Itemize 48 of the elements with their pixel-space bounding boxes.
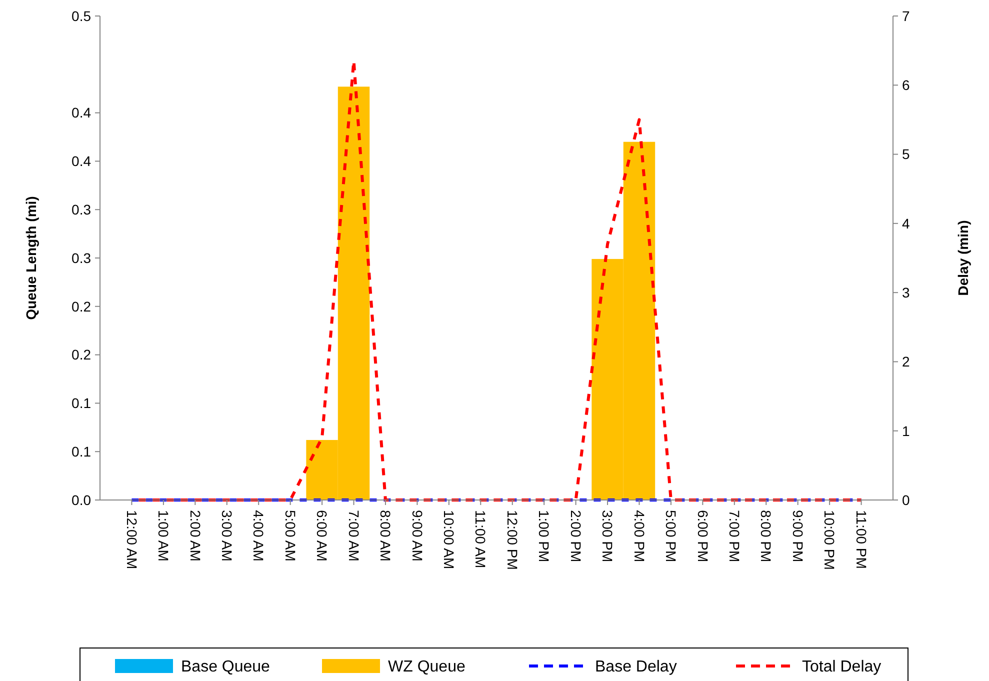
legend-label: WZ Queue	[388, 658, 466, 676]
y2-axis-title: Delay (min)	[955, 220, 971, 296]
y2-tick-label: 6	[902, 77, 910, 94]
x-tick-label: 6:00 AM	[314, 510, 330, 562]
x-tick-label: 7:00 AM	[346, 510, 362, 562]
x-tick-label: 8:00 AM	[378, 510, 394, 562]
y-tick-label: 0.4	[72, 153, 92, 170]
x-tick-label: 6:00 PM	[694, 510, 711, 562]
y-tick-label: 0.3	[72, 202, 92, 218]
y2-tick-label: 0	[902, 492, 910, 508]
x-tick-label: 8:00 PM	[758, 510, 774, 562]
y2-tick-label: 3	[902, 284, 910, 300]
y-tick-label: 0.3	[72, 250, 92, 266]
y-tick-label: 0.0	[72, 492, 92, 508]
y2-tick-label: 4	[902, 215, 910, 232]
y2-tick-label: 1	[902, 422, 910, 439]
y2-tick-label: 7	[902, 8, 910, 24]
x-tick-label: 1:00 PM	[536, 510, 552, 562]
legend-label: Total Delay	[802, 658, 882, 676]
x-tick-label: 12:00 AM	[124, 510, 140, 570]
x-tick-label: 3:00 AM	[218, 510, 235, 562]
x-tick-label: 3:00 PM	[600, 510, 616, 562]
y-tick-label: 0.5	[72, 8, 92, 24]
x-tick-label: 10:00 AM	[441, 510, 458, 570]
x-tick-label: 1:00 AM	[156, 510, 172, 562]
y-axis-title: Queue Length (mi)	[23, 196, 39, 320]
x-tick-label: 4:00 PM	[631, 510, 648, 562]
y-tick-label: 0.1	[72, 444, 92, 460]
y-tick-label: 0.1	[72, 395, 92, 412]
x-tick-label: 11:00 PM	[853, 510, 870, 569]
y-tick-label: 0.2	[72, 346, 92, 363]
y2-tick-label: 2	[902, 354, 910, 370]
x-tick-label: 5:00 PM	[663, 510, 680, 562]
x-tick-label: 7:00 PM	[726, 510, 742, 562]
x-tick-label: 9:00 AM	[409, 510, 426, 562]
legend-label: Base Queue	[181, 658, 270, 676]
x-tick-label: 5:00 AM	[282, 510, 298, 562]
x-tick-label: 4:00 AM	[250, 510, 267, 562]
legend-label: Base Delay	[595, 658, 677, 676]
x-tick-label: 10:00 PM	[822, 510, 838, 570]
y-tick-label: 0.2	[72, 298, 92, 314]
x-tick-label: 12:00 PM	[504, 510, 520, 570]
y2-tick-label: 5	[902, 146, 910, 162]
x-tick-label: 9:00 PM	[790, 510, 806, 562]
x-tick-label: 11:00 AM	[472, 510, 489, 568]
y-tick-label: 0.4	[72, 104, 92, 121]
x-tick-label: 2:00 AM	[187, 510, 204, 562]
x-tick-label: 2:00 PM	[568, 510, 584, 562]
